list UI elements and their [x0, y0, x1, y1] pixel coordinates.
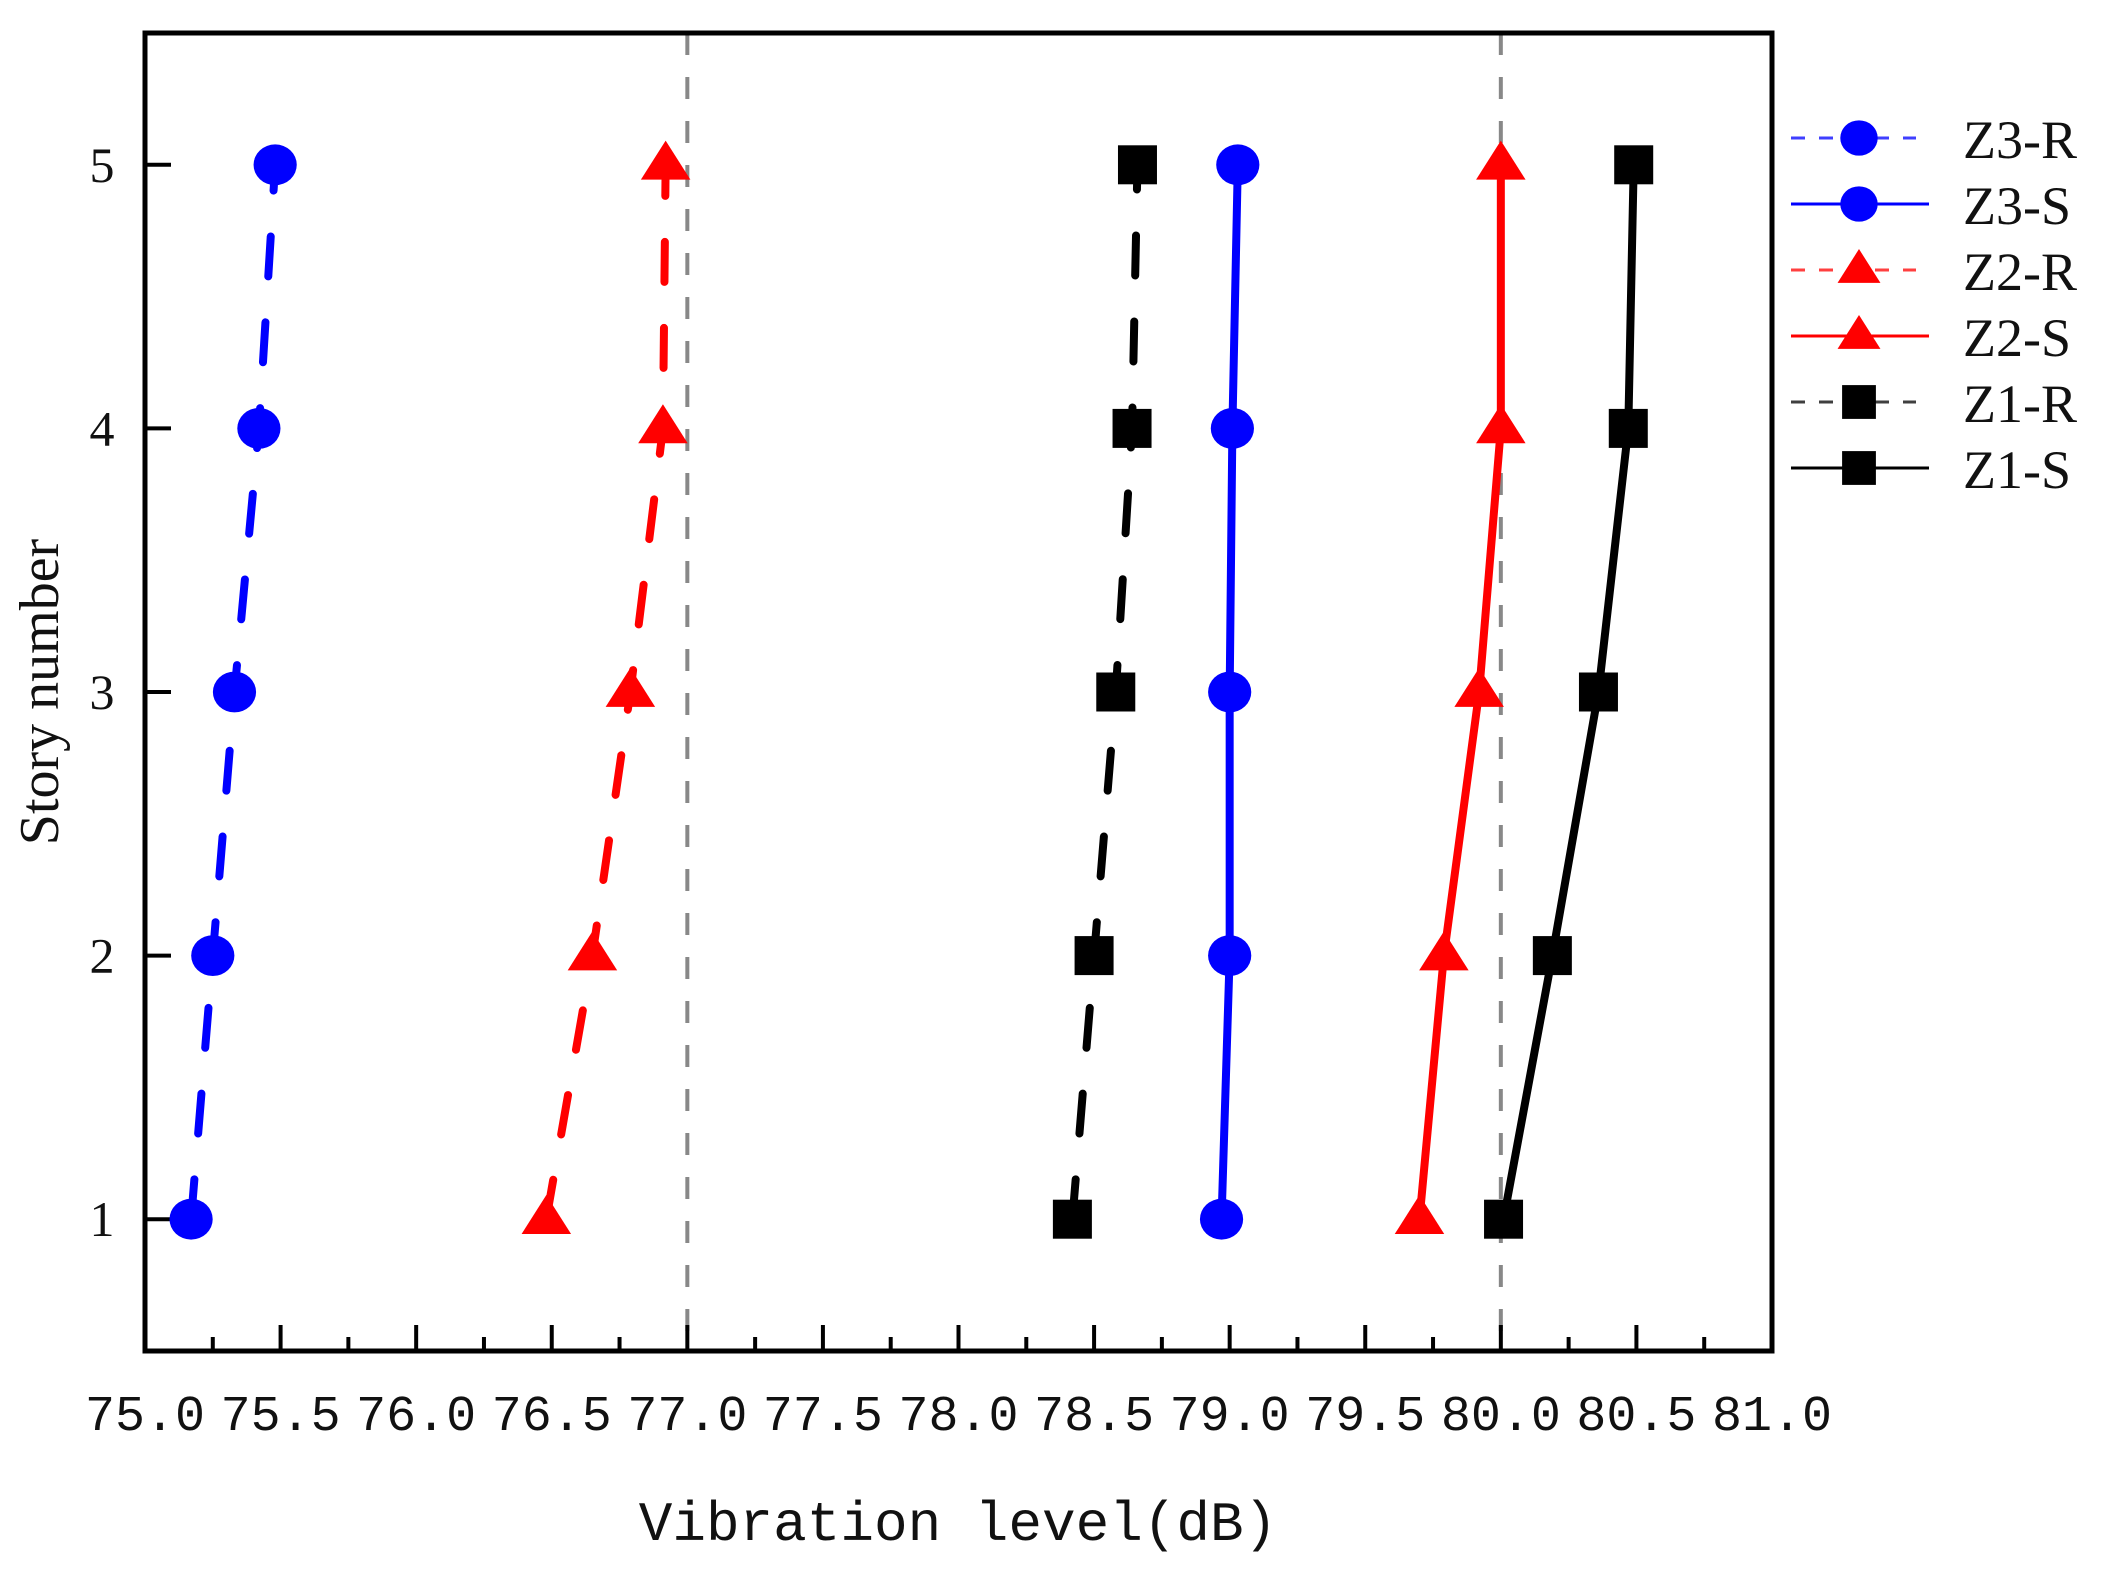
square-marker-icon [1096, 672, 1136, 712]
circle-marker-icon [191, 935, 235, 976]
square-marker-icon [1578, 672, 1618, 712]
x-tick-label: 79.0 [1170, 1389, 1290, 1446]
series-z1-s [1484, 145, 1654, 1239]
y-tick-label: 4 [90, 400, 115, 456]
legend-item-z3-r: Z3-R [1791, 110, 2077, 170]
series-z1-r [1052, 145, 1157, 1239]
legend: Z3-RZ3-SZ2-RZ2-SZ1-RZ1-S [1791, 110, 2077, 500]
triangle-marker-icon [1394, 1195, 1445, 1235]
circle-marker-icon [1208, 935, 1252, 976]
x-axis-title: Vibration level(dB) [639, 1493, 1278, 1557]
x-tick-label: 76.0 [356, 1389, 476, 1446]
legend-item-z1-s: Z1-S [1791, 440, 2071, 500]
legend-item-z1-r: Z1-R [1791, 374, 2077, 434]
series-z3-r [169, 144, 297, 1240]
triangle-marker-icon [605, 667, 656, 707]
triangle-marker-icon [1419, 931, 1469, 971]
legend-label: Z2-R [1963, 242, 2077, 302]
triangle-marker-icon [567, 931, 618, 971]
legend-label: Z1-R [1963, 374, 2077, 434]
y-tick-label: 2 [90, 928, 115, 984]
plot-frame [142, 30, 1775, 1354]
legend-item-z2-r: Z2-R [1791, 242, 2077, 302]
triangle-marker-icon [638, 404, 688, 444]
circle-marker-icon [169, 1198, 213, 1240]
legend-item-z2-s: Z2-S [1791, 308, 2071, 368]
legend-label: Z3-R [1963, 110, 2077, 170]
x-tick-label: 77.0 [627, 1389, 747, 1446]
x-tick-label: 77.5 [763, 1389, 883, 1446]
square-marker-icon [1117, 145, 1157, 185]
square-marker-icon [1532, 936, 1572, 976]
x-tick-label: 81.0 [1712, 1389, 1832, 1446]
data-series [169, 140, 1654, 1240]
circle-marker-icon [1840, 186, 1878, 222]
series-z3-s [1199, 144, 1260, 1240]
circle-marker-icon [212, 671, 257, 713]
x-tick-label: 76.5 [492, 1389, 612, 1446]
y-axis-ticks: 1 2 3 4 5 [90, 137, 171, 1247]
circle-marker-icon [1210, 408, 1254, 449]
triangle-marker-icon [521, 1195, 572, 1235]
x-tick-label: 80.0 [1441, 1389, 1561, 1446]
square-marker-icon [1074, 936, 1114, 976]
x-axis-ticks: 75.0 75.5 76.0 76.5 77.0 77.5 78.0 78.5 79.0 79.5… [85, 1325, 1832, 1446]
legend-label: Z3-S [1963, 176, 2071, 236]
x-tick-label: 78.5 [1034, 1389, 1154, 1446]
x-tick-label: 80.5 [1576, 1389, 1696, 1446]
x-tick-label: 75.5 [221, 1389, 341, 1446]
circle-marker-icon [253, 144, 297, 186]
x-tick-label: 79.5 [1305, 1389, 1425, 1446]
series-z2-s [1394, 140, 1526, 1235]
y-tick-label: 3 [90, 664, 115, 720]
triangle-marker-icon [1476, 140, 1526, 180]
y-tick-label: 5 [90, 137, 115, 193]
triangle-marker-icon [1837, 315, 1881, 349]
circle-marker-icon [237, 408, 281, 449]
triangle-marker-icon [640, 140, 691, 180]
square-marker-icon [1842, 451, 1876, 485]
square-marker-icon [1052, 1199, 1092, 1239]
legend-label: Z1-S [1963, 440, 2071, 500]
legend-label: Z2-S [1963, 308, 2071, 368]
y-axis-title: Story number [9, 538, 71, 845]
reference-lines [685, 33, 1503, 1351]
y-tick-label: 1 [90, 1191, 115, 1247]
series-line [542, 160, 670, 1224]
circle-marker-icon [1208, 671, 1252, 713]
triangle-marker-icon [1454, 667, 1504, 707]
series-z2-r [521, 140, 691, 1235]
x-tick-label: 78.0 [898, 1389, 1018, 1446]
square-marker-icon [1608, 408, 1648, 448]
circle-marker-icon [1199, 1198, 1244, 1240]
square-marker-icon [1112, 408, 1152, 448]
x-tick-label: 75.0 [85, 1389, 205, 1446]
circle-marker-icon [1216, 144, 1260, 186]
triangle-marker-icon [1476, 404, 1526, 444]
triangle-marker-icon [1837, 249, 1881, 283]
square-marker-icon [1842, 385, 1876, 419]
square-marker-icon [1614, 145, 1654, 185]
square-marker-icon [1484, 1199, 1524, 1239]
circle-marker-icon [1840, 120, 1878, 156]
legend-item-z3-s: Z3-S [1791, 176, 2071, 236]
